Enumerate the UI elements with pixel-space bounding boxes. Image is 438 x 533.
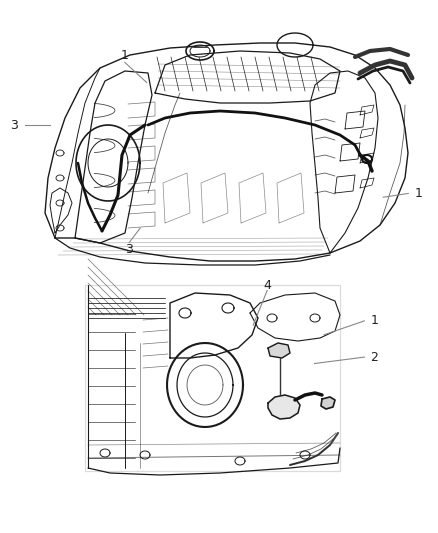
Text: 3: 3 (125, 243, 133, 256)
Polygon shape (321, 397, 335, 409)
Polygon shape (268, 395, 300, 419)
Text: 1: 1 (414, 187, 422, 200)
Text: 4: 4 (263, 279, 271, 292)
Text: 3: 3 (10, 119, 18, 132)
Text: 2: 2 (371, 351, 378, 364)
Polygon shape (268, 343, 290, 358)
Text: 1: 1 (121, 50, 129, 62)
Text: 1: 1 (371, 314, 378, 327)
